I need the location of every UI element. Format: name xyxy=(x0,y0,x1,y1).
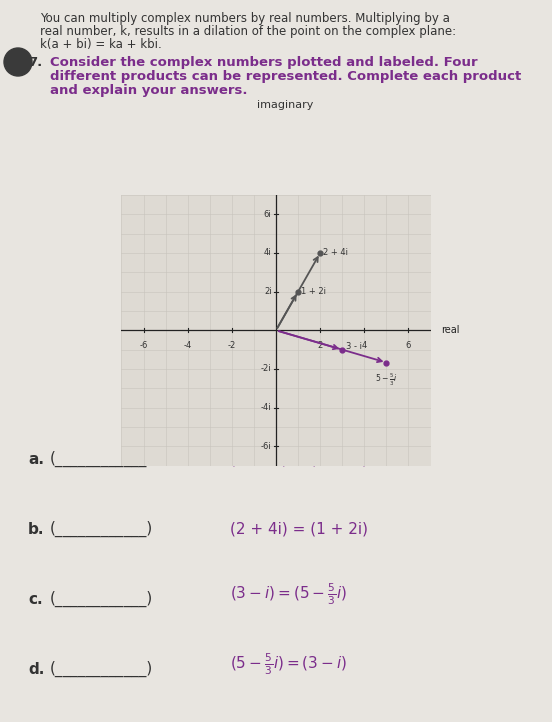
Text: -6: -6 xyxy=(139,341,148,350)
Text: 2 + 4i: 2 + 4i xyxy=(323,248,348,258)
Circle shape xyxy=(4,48,32,76)
Text: imaginary: imaginary xyxy=(257,100,313,110)
Text: 4: 4 xyxy=(362,341,367,350)
Text: b.: b. xyxy=(28,522,45,537)
Text: c.: c. xyxy=(28,592,43,607)
Text: $(5 - \frac{5}{3}i) = (3 - i)$: $(5 - \frac{5}{3}i) = (3 - i)$ xyxy=(230,651,347,677)
Text: (____________): (____________) xyxy=(50,591,153,607)
Text: k(a + bi) = ka + kbi.: k(a + bi) = ka + kbi. xyxy=(40,38,162,51)
Text: -6i: -6i xyxy=(261,442,272,451)
Text: 1 + 2i: 1 + 2i xyxy=(301,287,326,296)
Text: and explain your answers.: and explain your answers. xyxy=(50,84,247,97)
Text: 7.: 7. xyxy=(28,56,43,69)
Text: real: real xyxy=(442,326,460,335)
Text: (1 + 2i) = (2 + 4i): (1 + 2i) = (2 + 4i) xyxy=(230,452,368,467)
Text: You can multiply complex numbers by real numbers. Multiplying by a: You can multiply complex numbers by real… xyxy=(40,12,450,25)
Text: (____________): (____________) xyxy=(50,521,153,537)
Text: real number, k, results in a dilation of the point on the complex plane:: real number, k, results in a dilation of… xyxy=(40,25,456,38)
Text: (____________): (____________) xyxy=(50,661,153,677)
Text: 3 - i: 3 - i xyxy=(346,342,362,352)
Text: $(3 - i) = (5 - \frac{5}{3}i)$: $(3 - i) = (5 - \frac{5}{3}i)$ xyxy=(230,581,347,607)
Text: -4: -4 xyxy=(184,341,192,350)
Text: 2: 2 xyxy=(317,341,323,350)
Text: different products can be represented. Complete each product: different products can be represented. C… xyxy=(50,70,521,83)
Text: 6i: 6i xyxy=(264,210,272,219)
Text: 6: 6 xyxy=(406,341,411,350)
Text: $5-\frac{5}{3}i$: $5-\frac{5}{3}i$ xyxy=(375,372,398,388)
Text: a.: a. xyxy=(28,452,44,467)
Text: d.: d. xyxy=(28,662,44,677)
Text: (____________): (____________) xyxy=(50,451,153,467)
Text: (2 + 4i) = (1 + 2i): (2 + 4i) = (1 + 2i) xyxy=(230,522,368,537)
Text: 2i: 2i xyxy=(264,287,272,296)
Text: 4i: 4i xyxy=(264,248,272,258)
Text: Consider the complex numbers plotted and labeled. Four: Consider the complex numbers plotted and… xyxy=(50,56,477,69)
Text: -4i: -4i xyxy=(261,403,272,412)
Text: -2i: -2i xyxy=(261,365,272,373)
Text: -2: -2 xyxy=(228,341,236,350)
